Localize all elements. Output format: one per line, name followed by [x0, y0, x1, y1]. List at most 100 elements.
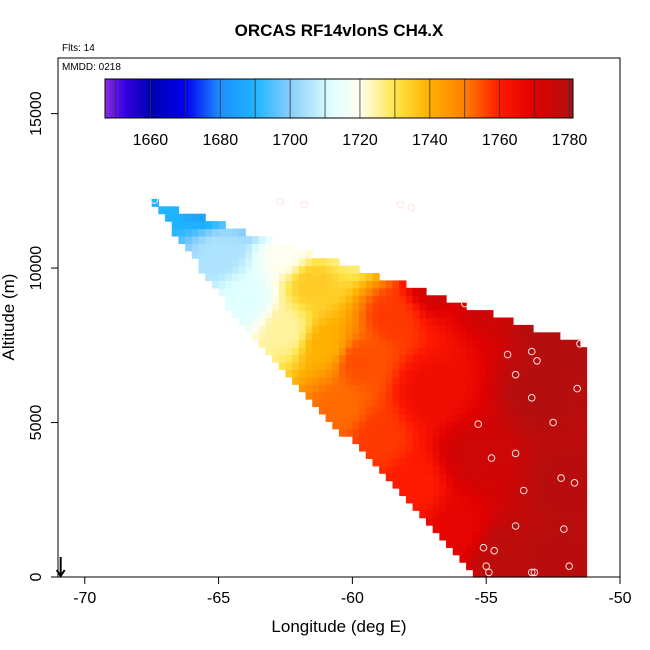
heatmap-cell	[533, 517, 541, 526]
heatmap-cell	[359, 428, 367, 437]
heatmap-cell	[225, 228, 233, 237]
heatmap-cell	[553, 354, 561, 363]
heatmap-cell	[559, 443, 568, 452]
heatmap-cell	[479, 354, 487, 363]
heatmap-cell	[272, 324, 280, 333]
heatmap-cell	[332, 295, 340, 304]
heatmap-cell	[405, 361, 414, 370]
heatmap-cell	[499, 458, 507, 467]
heatmap-cell	[385, 347, 394, 356]
heatmap-cell	[419, 361, 427, 370]
heatmap-cell	[472, 317, 481, 326]
colorbar-swatch	[259, 79, 263, 118]
heatmap-cell	[439, 302, 447, 311]
heatmap-cell	[265, 347, 273, 356]
heatmap-cell	[559, 339, 568, 348]
heatmap-cell	[566, 562, 574, 571]
heatmap-cell	[318, 339, 327, 348]
heatmap-cell	[211, 273, 220, 282]
heatmap-cell	[506, 539, 514, 548]
heatmap-cell	[553, 450, 561, 459]
heatmap-cell	[305, 354, 313, 363]
heatmap-cell	[579, 413, 588, 422]
heatmap-cell	[466, 458, 474, 467]
heatmap-cell	[459, 473, 467, 482]
heatmap-cell	[559, 384, 568, 393]
heatmap-cell	[305, 347, 313, 356]
heatmap-cell	[318, 302, 327, 311]
heatmap-cell	[392, 310, 400, 319]
heatmap-cell	[573, 391, 581, 400]
colorbar-swatch	[491, 79, 494, 118]
heatmap-cell	[392, 376, 400, 385]
heatmap-cell	[258, 287, 266, 296]
heatmap-cell	[486, 354, 494, 363]
heatmap-cell	[539, 488, 547, 497]
heatmap-cell	[459, 436, 467, 445]
sample-point	[407, 204, 416, 212]
heatmap-cell	[519, 347, 527, 356]
heatmap-cell	[198, 243, 206, 252]
heatmap-cell	[231, 280, 240, 289]
heatmap-cell	[359, 302, 367, 311]
heatmap-cell	[466, 525, 474, 534]
colorbar-swatch	[294, 79, 298, 118]
heatmap-cell	[345, 391, 353, 400]
heatmap-cell	[318, 406, 327, 415]
heatmap-cell	[579, 406, 588, 415]
heatmap-cell	[539, 510, 547, 519]
heatmap-cell	[486, 413, 494, 422]
heatmap-cell	[325, 280, 333, 289]
colorbar-swatch	[507, 79, 511, 118]
heatmap-cell	[379, 317, 387, 326]
heatmap-cell	[292, 354, 300, 363]
heatmap-cell	[352, 391, 360, 400]
heatmap-cell	[198, 221, 206, 230]
sample-point	[549, 418, 557, 427]
heatmap-cell	[405, 324, 414, 333]
heatmap-cell	[359, 347, 367, 356]
heatmap-cell	[339, 406, 347, 415]
colorbar-swatch	[121, 79, 125, 118]
heatmap-cell	[399, 339, 407, 348]
heatmap-cell	[385, 361, 394, 370]
heatmap-cell	[339, 302, 347, 311]
heatmap-cell	[559, 458, 568, 467]
heatmap-cell	[359, 399, 367, 408]
heatmap-cell	[372, 428, 380, 437]
heatmap-cell	[425, 421, 434, 430]
heatmap-cell	[459, 443, 467, 452]
date-note: MMDD: 0218	[62, 62, 121, 73]
heatmap-cell	[506, 465, 514, 474]
heatmap-cell	[432, 495, 440, 504]
heatmap-cell	[225, 302, 233, 311]
heatmap-cell	[305, 376, 313, 385]
colorbar-swatch	[130, 79, 134, 118]
heatmap-cell	[365, 376, 374, 385]
heatmap-cell	[345, 339, 353, 348]
heatmap-cell	[486, 532, 494, 541]
heatmap-cell	[459, 361, 467, 370]
heatmap-cell	[399, 450, 407, 459]
colorbar: 1660 1680 1700 1720 1740 1760 1780	[104, 78, 587, 149]
heatmap-cell	[519, 569, 527, 578]
flights-note: Flts: 14	[62, 43, 95, 54]
heatmap-cell	[318, 324, 327, 333]
colorbar-swatch	[402, 79, 406, 118]
heatmap-cell	[452, 399, 461, 408]
heatmap-cell	[546, 562, 554, 571]
heatmap-cell	[446, 436, 454, 445]
heatmap-cell	[352, 406, 360, 415]
heatmap-cell	[405, 450, 414, 459]
heatmap-cell	[506, 384, 514, 393]
heatmap-cell	[405, 406, 414, 415]
colorbar-swatch	[526, 79, 530, 118]
heatmap-cell	[512, 413, 521, 422]
heatmap-cell	[272, 280, 280, 289]
heatmap-cell	[425, 332, 434, 341]
heatmap-cell	[305, 287, 313, 296]
heatmap-cell	[579, 539, 588, 548]
heatmap-cell	[425, 413, 434, 422]
heatmap-cell	[526, 450, 534, 459]
heatmap-cell	[392, 465, 400, 474]
